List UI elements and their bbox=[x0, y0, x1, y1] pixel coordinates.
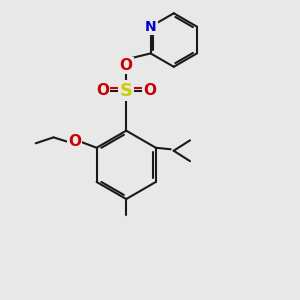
Text: N: N bbox=[145, 20, 156, 34]
Text: S: S bbox=[120, 82, 133, 100]
Text: O: O bbox=[96, 83, 109, 98]
Text: O: O bbox=[120, 58, 133, 73]
Text: O: O bbox=[68, 134, 81, 149]
Text: O: O bbox=[143, 83, 157, 98]
